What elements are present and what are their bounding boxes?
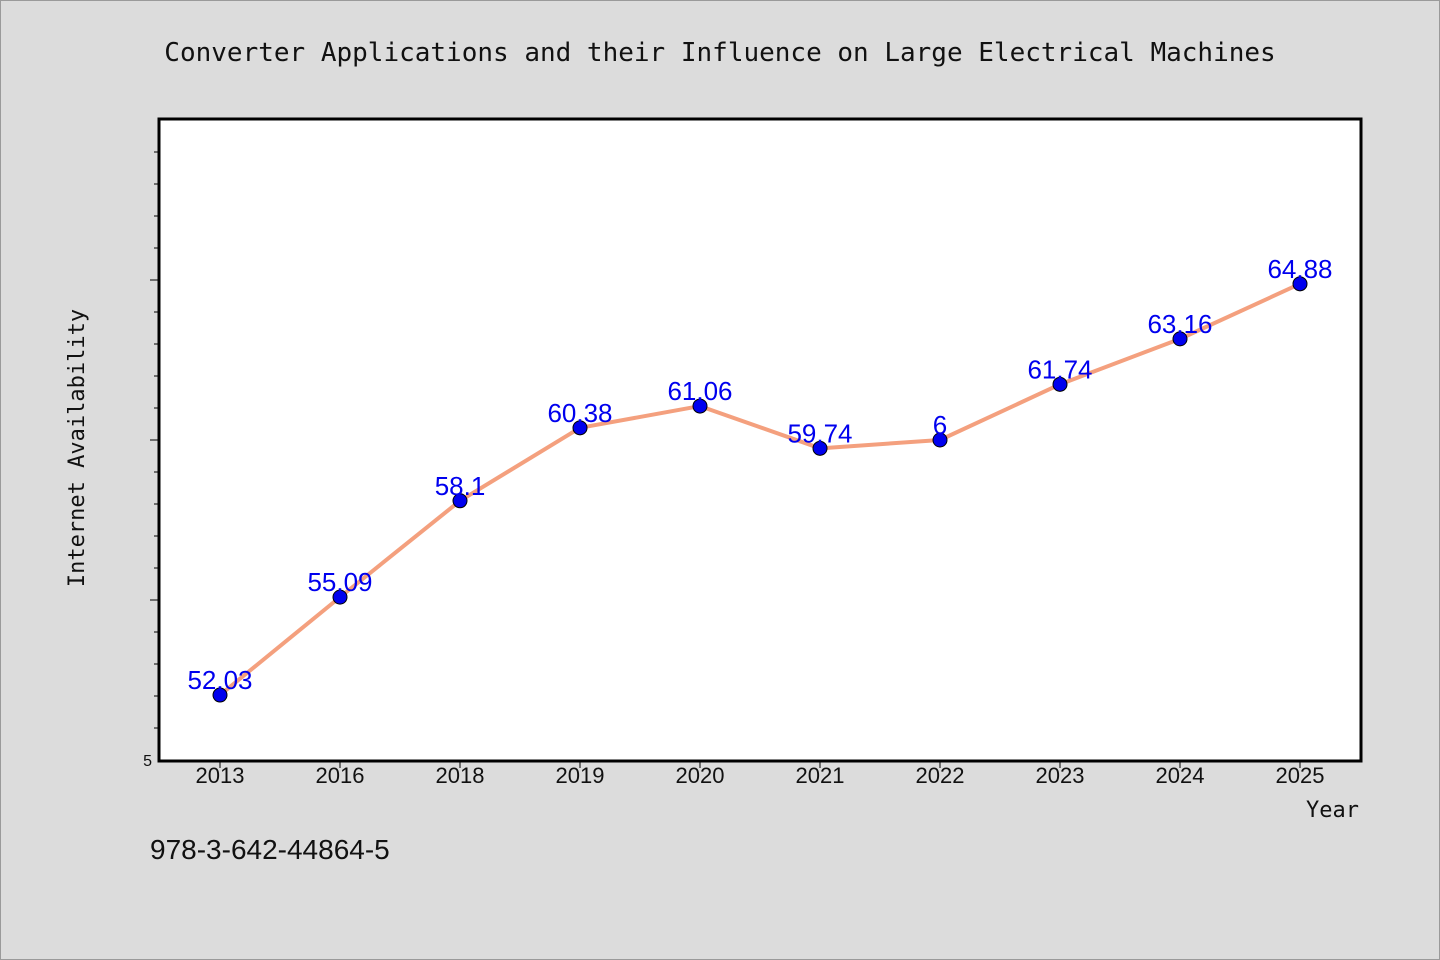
x-tick-label: 2025 bbox=[1276, 763, 1325, 788]
x-tick-label: 2013 bbox=[196, 763, 245, 788]
data-markers bbox=[212, 276, 1308, 703]
series-line bbox=[218, 281, 1302, 698]
series-line-group bbox=[218, 281, 1302, 698]
data-point bbox=[1172, 331, 1188, 347]
data-point bbox=[572, 420, 588, 436]
y-axis-ticks: 5 bbox=[143, 151, 159, 770]
data-label: 63.16 bbox=[1147, 309, 1212, 339]
x-axis-label: Year bbox=[1306, 798, 1359, 823]
x-tick-label: 2022 bbox=[916, 763, 965, 788]
isbn-footer: 978-3-642-44864-5 bbox=[150, 834, 390, 865]
x-tick-label: 2021 bbox=[796, 763, 845, 788]
x-tick-label: 2016 bbox=[316, 763, 365, 788]
data-labels: 52.03 55.09 58.1 60.38 61.06 59.74 6 61.74 63.16… bbox=[187, 254, 1332, 695]
x-axis-ticks: 2013 2016 2018 2019 2020 2021 2022 2023 2024 2025 bbox=[196, 760, 1325, 788]
data-label: 52.03 bbox=[187, 665, 252, 695]
x-tick-label: 2020 bbox=[676, 763, 725, 788]
y-axis-label: Internet Availability bbox=[65, 309, 90, 587]
x-tick-label: 2018 bbox=[436, 763, 485, 788]
x-tick-label: 2023 bbox=[1036, 763, 1085, 788]
data-point bbox=[692, 398, 708, 414]
data-point bbox=[212, 687, 228, 703]
data-point bbox=[452, 493, 468, 509]
data-label: 59.74 bbox=[787, 418, 852, 448]
data-label: 61.06 bbox=[667, 376, 732, 406]
data-label: 58.1 bbox=[435, 471, 486, 501]
data-point bbox=[812, 440, 828, 456]
data-point bbox=[1052, 376, 1068, 392]
chart-title: Converter Applications and their Influen… bbox=[164, 38, 1275, 68]
data-label: 61.74 bbox=[1027, 354, 1092, 384]
data-point bbox=[932, 432, 948, 448]
data-point bbox=[332, 589, 348, 605]
x-tick-label: 2024 bbox=[1156, 763, 1205, 788]
x-tick-label: 2019 bbox=[556, 763, 605, 788]
data-label: 64.88 bbox=[1267, 254, 1332, 284]
y-tick-label: 5 bbox=[143, 753, 152, 770]
data-label: 6 bbox=[933, 410, 947, 440]
data-label: 55.09 bbox=[307, 567, 372, 597]
data-label: 60.38 bbox=[547, 398, 612, 428]
data-point bbox=[1292, 276, 1308, 292]
plot-area bbox=[157, 117, 1363, 763]
